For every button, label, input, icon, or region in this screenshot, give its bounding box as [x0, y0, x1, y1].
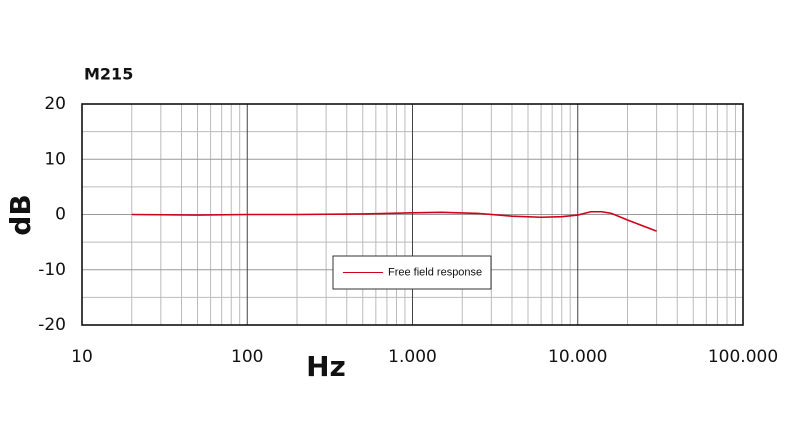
chart-title: M215	[84, 65, 133, 84]
x-tick-label: 100	[231, 347, 263, 367]
x-tick-label: 1.000	[388, 347, 437, 367]
x-tick-label: 10.000	[548, 347, 607, 367]
plot-frame	[81, 103, 744, 326]
y-tick-label: 0	[55, 205, 66, 225]
legend-box	[332, 255, 492, 290]
y-axis-label: dB	[4, 194, 37, 235]
series-line	[131, 210, 657, 232]
x-tick-label: 100.000	[708, 347, 778, 367]
y-tick-label: -10	[38, 260, 66, 280]
x-axis-label: Hz	[306, 350, 346, 383]
legend-label: Free field response	[388, 266, 482, 278]
y-tick-label: 20	[44, 94, 66, 114]
y-tick-label: 10	[44, 149, 66, 169]
y-tick-label: -20	[38, 315, 66, 335]
x-tick-label: 10	[71, 347, 93, 367]
